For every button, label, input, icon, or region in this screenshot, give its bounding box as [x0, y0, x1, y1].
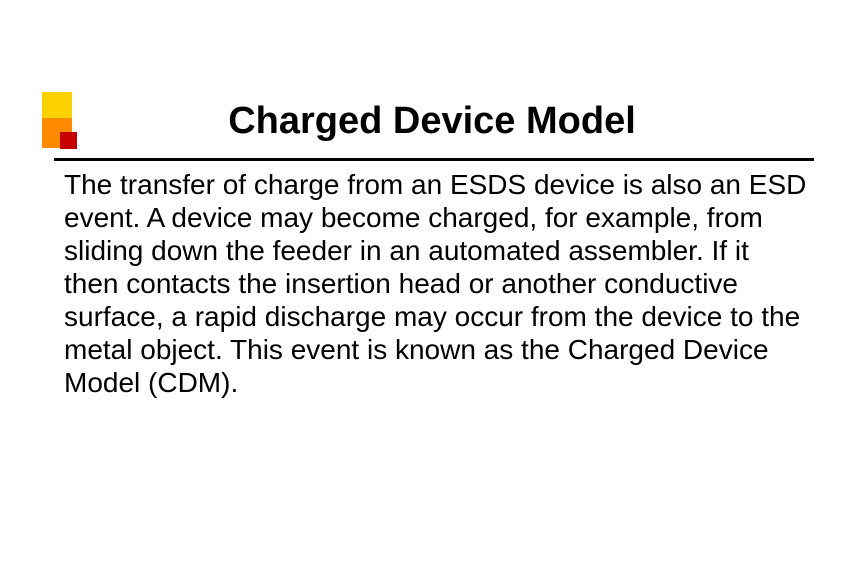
slide-body-text: The transfer of charge from an ESDS devi…	[64, 168, 808, 399]
title-underline	[54, 158, 814, 161]
slide-title: Charged Device Model	[0, 100, 864, 143]
slide: Charged Device Model The transfer of cha…	[0, 0, 864, 576]
